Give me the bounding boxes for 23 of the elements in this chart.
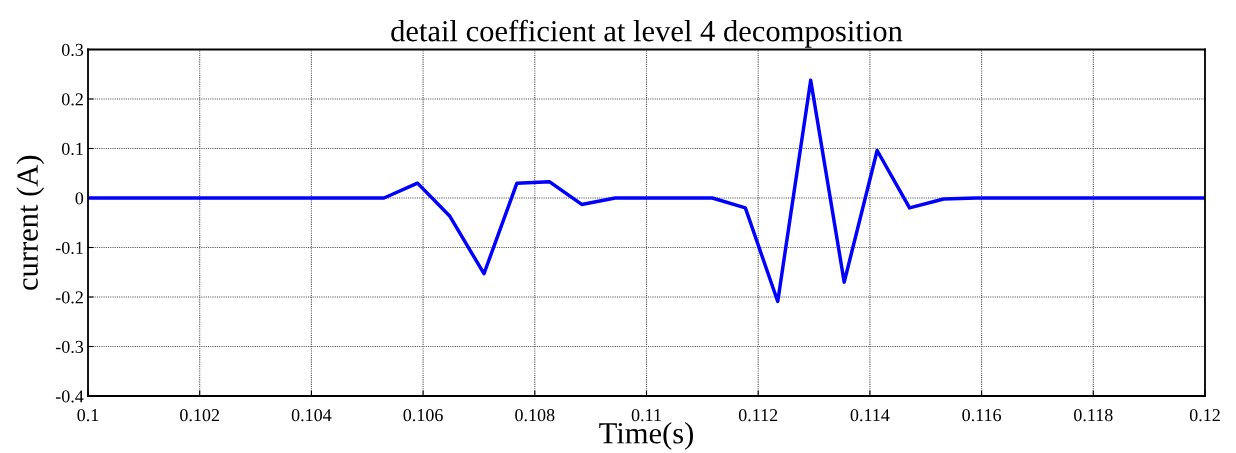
y-tick-label: -0.1 (55, 241, 83, 255)
y-tick-label: 0 (75, 192, 84, 205)
y-tick-label: 0.2 (61, 93, 83, 106)
x-tick-label: 0.106 (403, 409, 443, 422)
x-tick-label: 0.102 (180, 409, 220, 422)
y-tick-label: 0.3 (61, 43, 84, 57)
y-tick-label: -0.2 (55, 291, 83, 304)
x-tick-label: 0.118 (1074, 409, 1113, 422)
x-tick-label: 0.1 (77, 409, 99, 422)
x-tick-label: 0.104 (291, 409, 332, 422)
line-series (88, 78, 1205, 304)
y-axis-title: current (A) (16, 155, 45, 290)
x-tick-label: 0.108 (515, 409, 555, 422)
x-tick-label: 0.12 (1189, 409, 1220, 422)
x-tick-label: 0.112 (738, 409, 778, 422)
chart-title: detail coefficient at level 4 decomposition (391, 19, 903, 48)
y-tick-label: -0.4 (55, 390, 84, 403)
y-tick-label: -0.3 (55, 340, 84, 354)
x-tick-label: 0.116 (962, 409, 1002, 422)
y-tick-label: 0.1 (61, 142, 83, 156)
x-tick-label: 0.114 (850, 409, 890, 422)
x-axis-title: Time(s) (599, 422, 693, 450)
x-tick-label: 0.11 (631, 409, 661, 422)
